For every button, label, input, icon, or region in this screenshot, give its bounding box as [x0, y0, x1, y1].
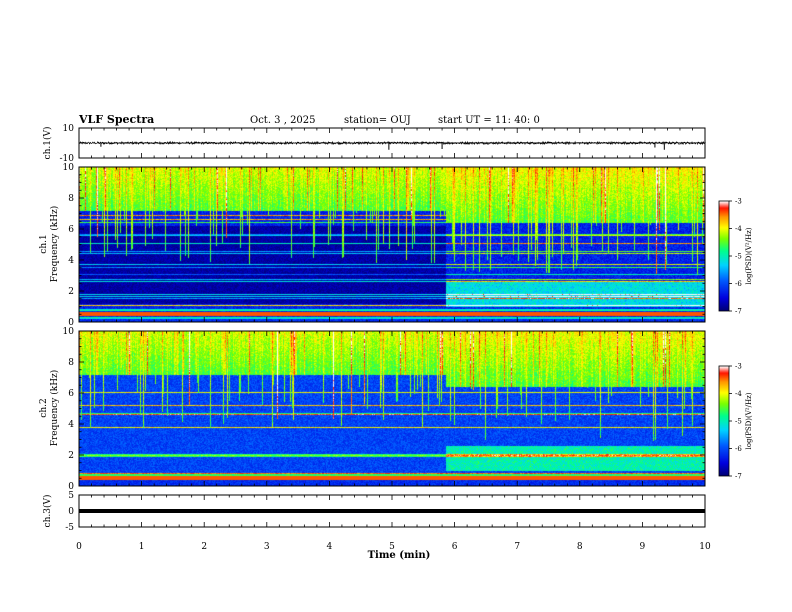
ch1-freq-label: 6 [68, 225, 74, 235]
ch1-freq-label: 10 [63, 163, 75, 173]
station-label: station= OUJ [344, 115, 411, 126]
ch3-ylabel: ch.3(V) [42, 495, 53, 528]
ch1-colorbar-gradient [719, 201, 729, 311]
ch1-freq-label: 8 [68, 194, 74, 204]
ch2-cb-label: -7 [735, 473, 742, 481]
ch2-spec-ylabel-channel: ch.2 [39, 398, 49, 417]
ch1-cb-label: -3 [735, 198, 742, 206]
ch2-spec-ylabel-freq: Frequency (kHz) [49, 370, 60, 447]
ch1-spec-yticklabels: 0 2 4 6 8 10 [63, 163, 75, 328]
ch2-freq-label: 2 [68, 451, 74, 461]
x-tick-label: 6 [452, 542, 458, 552]
ch2-spectrogram-image [79, 331, 705, 486]
ch1-cb-label: -6 [735, 280, 742, 288]
ch2-cb-label: -3 [735, 363, 742, 371]
ch1-colorbar-label: log(PSD)(V²/Hz) [745, 227, 753, 284]
x-tick-label: 7 [514, 542, 520, 552]
ch1-ytick-bottom: -10 [60, 154, 75, 164]
x-tick-label: 1 [139, 542, 145, 552]
ch3-waveform-panel: 5 0 -5 ch.3(V) [42, 491, 706, 533]
ch1-cb-label: -5 [735, 253, 742, 261]
x-tick-label: 8 [577, 542, 583, 552]
ch3-ytick-mid: 0 [68, 507, 74, 517]
ch1-cb-label: -7 [735, 308, 742, 316]
ch2-cb-label: -5 [735, 418, 742, 426]
ch2-freq-label: 4 [68, 420, 74, 430]
figure-title: VLF Spectra [78, 113, 154, 126]
ch2-colorbar-label: log(PSD)(V²/Hz) [745, 392, 753, 449]
ch2-colorbar-gradient [719, 366, 729, 476]
x-tick-label: 3 [264, 542, 270, 552]
ch1-spectrogram-image [79, 167, 705, 322]
ch1-freq-label: 0 [68, 318, 74, 328]
x-tick-label: 5 [389, 542, 395, 552]
x-tick-label: 4 [327, 542, 333, 552]
ch1-ylabel: ch.1(V) [42, 127, 53, 160]
ch1-colorbar-ticks: -3 -4 -5 -6 -7 [729, 198, 742, 316]
ch2-freq-label: 0 [68, 482, 74, 492]
ch1-trace [78, 140, 706, 146]
ch1-freq-label: 2 [68, 287, 74, 297]
ch2-cb-label: -6 [735, 445, 742, 453]
ch2-cb-label: -4 [735, 390, 742, 398]
ch1-spec-ylabel-freq: Frequency (kHz) [49, 206, 60, 283]
ch1-spec-ylabel-channel: ch.1 [39, 234, 49, 253]
ch1-ytick-top: 10 [63, 124, 75, 134]
ch2-colorbar-ticks: -3 -4 -5 -6 -7 [729, 363, 742, 481]
x-tick-label: 9 [640, 542, 646, 552]
x-tick-label: 2 [201, 542, 207, 552]
ch3-ytick-bottom: -5 [65, 523, 74, 533]
ch1-freq-label: 4 [68, 256, 74, 266]
x-axis-label: Time (min) [368, 550, 431, 561]
x-tick-labels: 0 1 2 3 4 5 6 7 8 9 10 [76, 542, 711, 552]
ch3-ytick-top: 5 [68, 491, 74, 501]
date-label: Oct. 3 , 2025 [250, 115, 316, 126]
ch2-freq-label: 8 [68, 358, 74, 368]
ch2-freq-label: 6 [68, 389, 74, 399]
ch1-waveform-panel: 10 -10 ch.1(V) [42, 124, 706, 164]
ch1-cb-label: -4 [735, 225, 742, 233]
ch2-spec-yticklabels: 0 2 4 6 8 10 [63, 327, 75, 492]
x-tick-label: 0 [76, 542, 82, 552]
x-tick-label: 10 [699, 542, 711, 552]
start-ut-label: start UT = 11: 40: 0 [438, 115, 540, 126]
ch2-freq-label: 10 [63, 327, 75, 337]
